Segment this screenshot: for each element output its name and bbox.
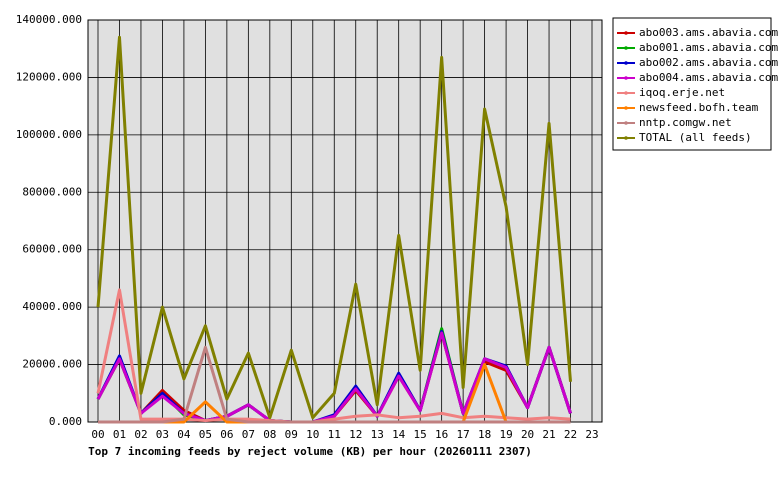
series-line	[98, 345, 571, 424]
plot-area	[88, 20, 602, 422]
x-tick-label: 15	[414, 428, 427, 441]
y-tick-label: 60000.000	[22, 243, 82, 256]
x-tick-label: 13	[371, 428, 384, 441]
legend-marker	[624, 121, 628, 125]
x-tick-label: 17	[457, 428, 470, 441]
y-tick-label: 120000.000	[16, 70, 82, 83]
x-tick-label: 07	[242, 428, 255, 441]
y-tick-label: 140000.000	[16, 13, 82, 26]
y-tick-label: 40000.000	[22, 300, 82, 313]
x-tick-label: 23	[585, 428, 598, 441]
legend-marker	[624, 61, 628, 65]
legend-label: TOTAL (all feeds)	[639, 131, 752, 144]
x-tick-label: 10	[306, 428, 319, 441]
legend-label: abo002.ams.abavia.com	[639, 56, 778, 69]
legend-marker	[624, 46, 628, 50]
x-tick-label: 11	[328, 428, 341, 441]
x-tick-label: 12	[349, 428, 362, 441]
y-tick-label: 20000.000	[22, 358, 82, 371]
x-tick-label: 14	[392, 428, 406, 441]
x-tick-label: 19	[499, 428, 512, 441]
x-tick-label: 08	[263, 428, 276, 441]
y-tick-label: 0.000	[49, 415, 82, 428]
legend-marker	[624, 31, 628, 35]
legend-label: abo001.ams.abavia.com	[639, 41, 778, 54]
legend-label: abo003.ams.abavia.com	[639, 26, 778, 39]
y-tick-label: 80000.000	[22, 185, 82, 198]
series-line	[96, 35, 573, 420]
legend	[612, 17, 772, 151]
legend-label: iqoq.erje.net	[639, 86, 725, 99]
x-tick-label: 04	[177, 428, 191, 441]
x-tick-label: 18	[478, 428, 491, 441]
x-tick-label: 20	[521, 428, 534, 441]
legend-marker	[624, 91, 628, 95]
x-tick-label: 03	[156, 428, 169, 441]
x-tick-label: 02	[134, 428, 147, 441]
legend-label: abo004.ams.abavia.com	[639, 71, 778, 84]
x-tick-label: 09	[285, 428, 298, 441]
legend-marker	[624, 106, 628, 110]
legend-marker	[624, 136, 628, 140]
x-tick-label: 21	[542, 428, 555, 441]
x-tick-label: 05	[199, 428, 212, 441]
x-tick-label: 22	[564, 428, 577, 441]
x-tick-label: 16	[435, 428, 448, 441]
legend-marker	[624, 76, 628, 80]
series-line	[96, 331, 572, 424]
x-tick-label: 00	[91, 428, 104, 441]
x-tick-label: 06	[220, 428, 233, 441]
legend-label: newsfeed.bofh.team	[639, 101, 759, 114]
x-tick-label: 01	[113, 428, 126, 441]
legend-label: nntp.comgw.net	[639, 116, 732, 129]
y-tick-label: 100000.000	[16, 128, 82, 141]
chart-title: Top 7 incoming feeds by reject volume (K…	[88, 445, 532, 458]
